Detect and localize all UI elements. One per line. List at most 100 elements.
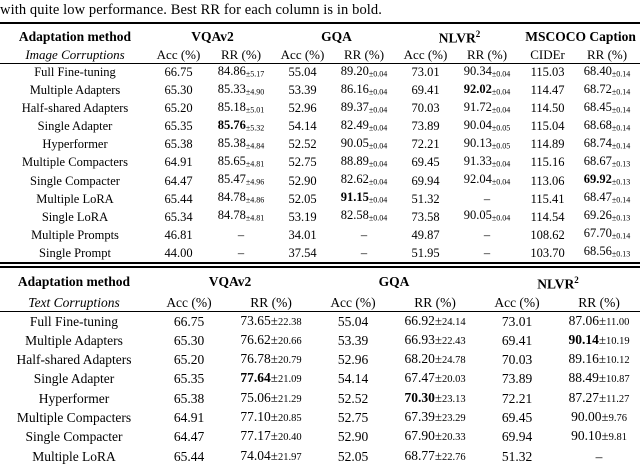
cell-value: 52.52	[337, 390, 369, 406]
col-header: Acc (%)	[150, 46, 207, 64]
value-cell: 88.89±0.04	[330, 154, 398, 172]
cell-value: 90.10	[571, 428, 602, 444]
cell-uncertainty: 20.40	[277, 432, 302, 444]
cell-value: 85.65	[217, 153, 246, 168]
method-column-header: Adaptation method	[17, 274, 131, 290]
value-cell: 113.06	[521, 172, 574, 190]
cell-value: 69.45	[411, 155, 440, 170]
cell-value: 68.20	[404, 351, 435, 367]
cell-value: 114.47	[530, 83, 565, 98]
cell-value: 90.13	[463, 135, 492, 150]
cell-value: 73.01	[411, 65, 440, 80]
cell-uncertainty: ±4.81	[245, 159, 265, 169]
plus-minus-sign: ±	[598, 370, 606, 386]
cell-value: 73.65	[240, 312, 271, 328]
cell-uncertainty: ±5.32	[245, 123, 265, 133]
cell-uncertainty: 22.76	[441, 451, 466, 463]
plus-minus-sign: ±	[599, 389, 607, 405]
cell-uncertainty: ±0.04	[368, 105, 388, 115]
cell-uncertainty: ±0.04	[368, 87, 388, 97]
cell-value: 69.41	[501, 332, 533, 348]
value-cell: 68.72±0.14	[574, 82, 640, 100]
table-row: Hyperformer 65.38 75.06±21.29 52.52 70.30±23…	[0, 389, 640, 408]
value-cell: 108.62	[521, 226, 574, 244]
cell-value: 53.39	[337, 332, 369, 348]
plus-minus-sign: ±	[598, 351, 606, 367]
cell-value: 115.16	[530, 155, 565, 170]
col-header: Acc (%)	[476, 293, 559, 312]
cell-value: 76.78	[240, 351, 271, 367]
table-row: Single Compacter 64.47 85.47±4.96 52.90 82.6…	[0, 172, 640, 190]
table2-header: Adaptation method VQAv2 GQA NLVR2 Text C…	[0, 268, 640, 312]
cell-uncertainty: 11.00	[606, 316, 630, 328]
cell-value: 44.00	[164, 245, 193, 260]
cell-uncertainty: 20.33	[441, 432, 466, 444]
value-cell: 73.89	[398, 118, 453, 136]
cell-uncertainty: ±0.04	[491, 87, 511, 97]
value-cell: 72.21	[398, 136, 453, 154]
cell-value: 73.01	[501, 313, 533, 329]
value-cell: 90.04±0.05	[453, 118, 521, 136]
value-cell: 86.16±0.04	[330, 82, 398, 100]
table-row: Single Adapter 65.35 77.64±21.09 54.14 67.47…	[0, 369, 640, 388]
cell-value: 72.21	[411, 137, 440, 152]
value-cell: 65.35	[148, 369, 230, 388]
value-cell: 76.62±20.66	[230, 331, 312, 350]
cell-uncertainty: ±0.05	[491, 141, 511, 151]
value-cell: 114.50	[521, 100, 574, 118]
value-cell: 82.62±0.04	[330, 172, 398, 190]
plus-minus-sign: ±	[434, 312, 442, 328]
value-cell: 69.41	[476, 331, 558, 350]
cell-value: 52.05	[288, 191, 317, 206]
cell-value: 52.75	[337, 410, 369, 425]
cell-uncertainty: ±0.04	[368, 123, 388, 133]
cell-value: 89.20	[340, 63, 369, 78]
value-cell: 65.35	[150, 118, 207, 136]
cell-uncertainty: 10.87	[605, 374, 630, 386]
table-row: Multiple LoRA 65.44 74.04±21.97 52.05 68.77±…	[0, 447, 640, 465]
method-column-header: Adaptation method	[0, 23, 150, 47]
cell-uncertainty: 9.81	[608, 432, 627, 444]
cell-value: 84.78	[217, 207, 246, 222]
cell-value: 53.39	[288, 83, 317, 98]
value-cell: 52.05	[275, 190, 330, 208]
value-cell: 90.05±0.04	[453, 208, 521, 226]
cell-value: 85.47	[217, 171, 246, 186]
cell-uncertainty: ±4.90	[245, 87, 265, 97]
cell-value: 68.56	[583, 243, 612, 258]
cell-value: 75.06	[240, 389, 271, 405]
col-header: Acc (%)	[398, 46, 454, 64]
value-cell: 37.54	[275, 244, 330, 262]
cell-uncertainty: 21.29	[277, 393, 302, 405]
cell-value: 65.44	[173, 448, 205, 464]
method-cell: Single Adapter	[33, 371, 115, 387]
cell-value: 77.17	[240, 428, 271, 444]
cell-uncertainty: 22.38	[277, 316, 302, 328]
cell-value: 51.32	[411, 191, 440, 206]
value-cell: 69.26±0.13	[574, 208, 640, 226]
value-cell: 65.38	[148, 389, 230, 408]
value-cell: 70.30±23.13	[394, 389, 476, 408]
cell-value: 90.05	[340, 135, 369, 150]
value-cell: 67.47±20.03	[394, 369, 476, 388]
value-cell: 46.81	[150, 226, 207, 244]
value-cell: 65.20	[150, 100, 207, 118]
cell-value: 73.89	[411, 119, 440, 134]
value-cell: 68.40±0.14	[574, 63, 640, 82]
cell-uncertainty: 11.27	[606, 393, 630, 405]
cell-uncertainty: 24.78	[441, 355, 466, 367]
cell-value: 53.19	[288, 209, 317, 224]
method-column-subheader: Image Corruptions	[0, 46, 150, 64]
cell-value: 69.26	[583, 207, 612, 222]
cell-value: 68.47	[583, 189, 612, 204]
plus-minus-sign: ±	[599, 312, 607, 328]
value-cell: 82.58±0.04	[330, 208, 398, 226]
value-cell: 89.16±10.12	[558, 350, 640, 369]
cell-value: 69.45	[501, 410, 533, 425]
cell-value: 92.04	[463, 171, 492, 186]
method-cell: Multiple LoRA	[36, 191, 114, 206]
value-cell: 87.27±11.27	[558, 389, 640, 408]
cell-value: 68.72	[583, 81, 612, 96]
value-cell: 70.03	[476, 350, 558, 369]
method-column-subheader: Text Corruptions	[0, 293, 148, 312]
